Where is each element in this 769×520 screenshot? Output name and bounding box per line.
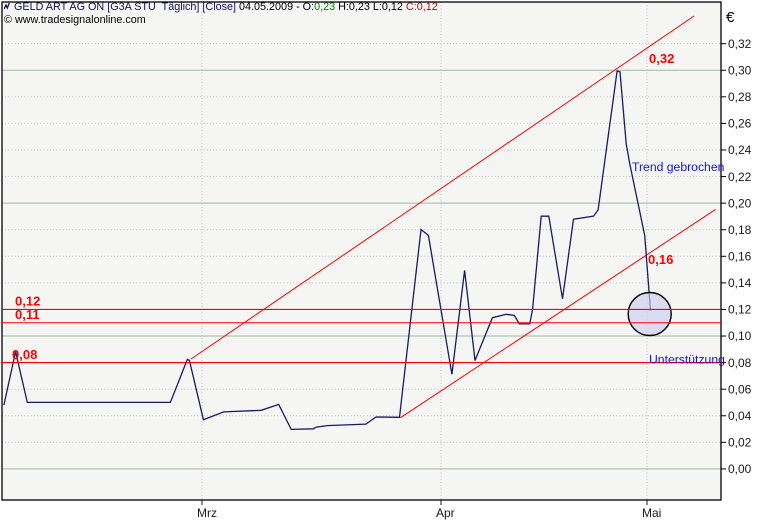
svg-text:0,20: 0,20 — [728, 196, 752, 210]
svg-text:Apr: Apr — [436, 506, 455, 520]
svg-text:0,16: 0,16 — [728, 250, 752, 264]
svg-text:Mai: Mai — [642, 506, 661, 520]
svg-text:0,08: 0,08 — [12, 347, 37, 362]
svg-text:0,14: 0,14 — [728, 276, 752, 290]
svg-text:0,08: 0,08 — [728, 356, 752, 370]
svg-text:Unterstützung: Unterstützung — [649, 352, 725, 366]
svg-text:0,30: 0,30 — [728, 63, 752, 77]
svg-text:0,02: 0,02 — [728, 436, 752, 450]
svg-text:0,10: 0,10 — [728, 329, 752, 343]
svg-text:0,22: 0,22 — [728, 170, 752, 184]
svg-text:0,26: 0,26 — [728, 117, 752, 131]
svg-text:0,04: 0,04 — [728, 409, 752, 423]
svg-text:0,06: 0,06 — [728, 382, 752, 396]
svg-text:0,11: 0,11 — [15, 307, 40, 322]
svg-text:0,32: 0,32 — [649, 51, 674, 66]
svg-text:0,24: 0,24 — [728, 143, 752, 157]
svg-text:0,32: 0,32 — [728, 37, 752, 51]
svg-text:Trend gebrochen: Trend gebrochen — [632, 160, 724, 174]
svg-text:0,16: 0,16 — [648, 252, 673, 267]
svg-text:0,00: 0,00 — [728, 462, 752, 476]
svg-text:0,28: 0,28 — [728, 90, 752, 104]
svg-text:0,18: 0,18 — [728, 223, 752, 237]
svg-text:Mrz: Mrz — [197, 506, 217, 520]
svg-text:0,12: 0,12 — [728, 303, 752, 317]
